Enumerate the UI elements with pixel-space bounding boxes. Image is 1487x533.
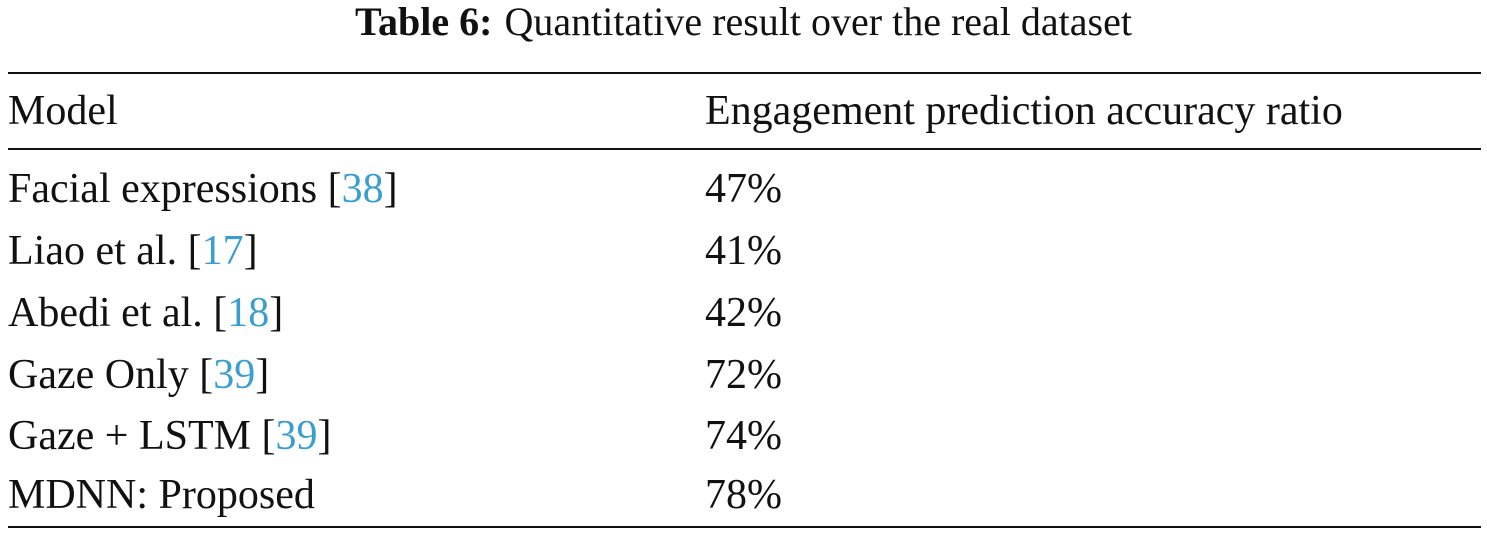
top-rule	[8, 72, 1481, 74]
model-cell: MDNN: Proposed	[8, 470, 315, 520]
citation: 18	[227, 290, 270, 336]
model-text: ]	[255, 352, 270, 398]
accuracy-cell: 47%	[705, 166, 782, 212]
accuracy-cell: 78%	[705, 472, 782, 518]
model-cell: Facial expressions [38]	[8, 164, 398, 214]
model-text: ]	[243, 228, 258, 274]
table-caption: Table 6: Quantitative result over the rea…	[0, 0, 1487, 44]
model-cell: Gaze + LSTM [39]	[8, 411, 331, 461]
model-text: Gaze Only [	[8, 352, 214, 398]
bottom-rule	[8, 526, 1481, 528]
model-text: Liao et al. [	[8, 228, 202, 274]
accuracy-cell: 41%	[705, 228, 782, 274]
caption-label: Table 6:	[355, 0, 493, 44]
model-text: ]	[269, 290, 284, 336]
citation: 39	[213, 352, 256, 398]
accuracy-cell: 72%	[705, 352, 782, 398]
model-text: Abedi et al. [	[8, 290, 228, 336]
mid-rule	[8, 148, 1481, 150]
accuracy-cell: 74%	[705, 413, 782, 459]
header-cell: Engagement prediction accuracy ratio	[705, 88, 1343, 134]
accuracy-cell: 42%	[705, 290, 782, 336]
model-text: MDNN: Proposed	[8, 472, 315, 518]
model-text: Gaze + LSTM [	[8, 413, 276, 459]
model-text: Facial expressions [	[8, 166, 342, 212]
model-text: ]	[317, 413, 332, 459]
caption-text: Quantitative result over the real datase…	[504, 0, 1132, 44]
model-text: ]	[383, 166, 398, 212]
citation: 39	[275, 413, 318, 459]
model-cell: Abedi et al. [18]	[8, 288, 283, 338]
citation: 17	[201, 228, 244, 274]
citation: 38	[341, 166, 384, 212]
header-cell: Model	[8, 88, 118, 134]
model-cell: Liao et al. [17]	[8, 226, 258, 276]
model-cell: Gaze Only [39]	[8, 350, 269, 400]
